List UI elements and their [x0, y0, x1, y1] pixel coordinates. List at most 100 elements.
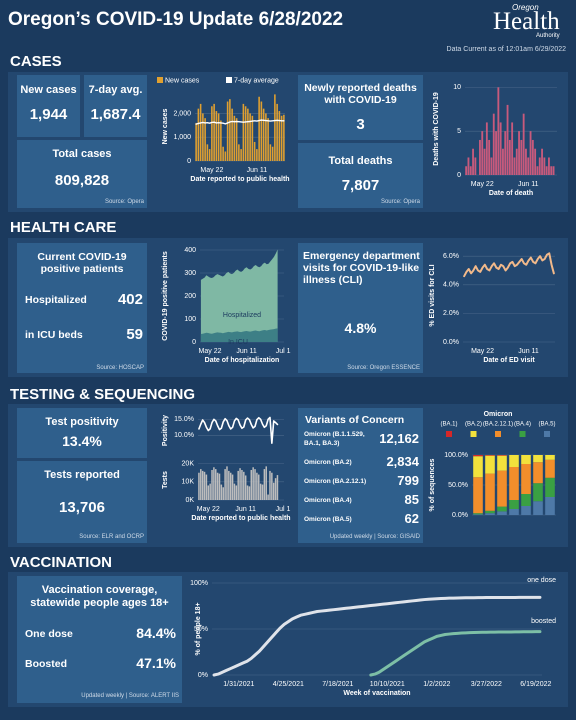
bar [497, 455, 507, 456]
y-tick-label: 0.0% [452, 512, 468, 519]
bar [241, 470, 243, 500]
logo-text: Health [493, 8, 560, 35]
bar [206, 144, 209, 161]
bar [533, 462, 543, 484]
bar [260, 101, 263, 161]
bar [202, 113, 204, 161]
y-tick-label: 10 [453, 84, 461, 91]
x-tick-label: May 22 [471, 181, 494, 188]
line [195, 119, 285, 125]
source: Source: ELR and OCRP [79, 534, 144, 540]
bar [243, 471, 245, 500]
stat-label: Emergency department visits for COVID-19… [303, 250, 420, 287]
source: Source: HOSCAP [96, 365, 144, 371]
series-label: boosted [531, 618, 556, 625]
y-tick-label: 0 [457, 172, 461, 179]
bar [220, 484, 223, 500]
bar [208, 149, 211, 161]
bar [204, 118, 206, 161]
bar [231, 108, 233, 161]
bar [203, 471, 206, 500]
bar [541, 148, 543, 175]
bar [497, 455, 507, 471]
bar [469, 166, 472, 175]
y-axis-label: Deaths with COVID-19 [433, 92, 440, 166]
line [212, 595, 542, 677]
bar [473, 455, 483, 457]
page-title: Oregon’s COVID-19 Update 6/28/2022 [8, 9, 344, 30]
legend-swatch [157, 77, 163, 83]
bar [250, 470, 253, 500]
logo-text: Authority [536, 33, 560, 39]
bar [485, 473, 495, 511]
bar [267, 118, 269, 161]
stat-value: 4.8% [344, 320, 377, 336]
stat-label: Current COVID-19 positive patients [37, 251, 127, 276]
panel [298, 243, 423, 373]
stat-value: 402 [117, 291, 143, 308]
y-tick-label: 0 [192, 339, 196, 346]
bar [195, 122, 197, 161]
legend-label: (BA.1) [440, 422, 457, 428]
bar [497, 511, 507, 515]
bar [217, 113, 220, 161]
x-tick-label: Jun 11 [518, 348, 539, 355]
bar [238, 144, 240, 161]
legend-label: (BA.2.12.1) [483, 422, 513, 428]
stat-label: Total deaths [328, 155, 393, 167]
bar [521, 494, 531, 506]
bar [233, 115, 236, 161]
legend-swatch [544, 431, 550, 437]
panel [17, 576, 182, 703]
stat-label: 7-day avg. [88, 84, 143, 96]
bar [265, 113, 267, 161]
y-tick-label: 50.0% [448, 482, 468, 489]
stat-value: 1,687.4 [90, 106, 141, 123]
legend-label: (BA.5) [538, 422, 555, 428]
bar [244, 475, 247, 500]
bar [515, 148, 518, 175]
bar [283, 114, 285, 161]
y-tick-label: 15.0% [174, 416, 194, 423]
bar [529, 131, 532, 175]
bar [506, 104, 509, 175]
stat-label: Hospitalized [25, 294, 87, 306]
line [369, 630, 542, 677]
y-tick-label: 2.0% [443, 310, 459, 317]
bar [274, 94, 276, 161]
y-axis-label: Tests [162, 471, 169, 489]
area [200, 249, 278, 342]
source: Updated weekly | Source: GISAID [329, 534, 420, 540]
x-tick-label: May 22 [197, 506, 220, 513]
bar [483, 148, 486, 175]
bar [261, 484, 264, 500]
y-tick-label: 0% [198, 672, 208, 679]
bar [276, 103, 278, 161]
variant-label: Omicron (B.1.1.529, [304, 431, 365, 438]
bar [226, 101, 229, 161]
bar [213, 467, 215, 500]
bar [538, 157, 541, 175]
panel-title: Vaccination coverage, statewide people a… [30, 584, 169, 609]
y-axis-label: % of sequences [429, 458, 436, 511]
bar [479, 139, 481, 175]
x-tick-label: 1/31/2021 [223, 681, 254, 688]
y-tick-label: 100% [190, 580, 208, 587]
bar [213, 103, 215, 161]
bar [511, 122, 514, 175]
bar [545, 166, 548, 175]
bar [545, 455, 555, 460]
x-tick-label: Jun 11 [247, 167, 268, 174]
x-axis-label: Date reported to public health [190, 176, 290, 183]
variant-value: 62 [404, 511, 419, 526]
panel [298, 408, 423, 543]
y-axis-label: New cases [162, 108, 169, 144]
y-tick-label: 400 [184, 247, 196, 254]
section-heading: TESTING & SEQUENCING [10, 386, 196, 403]
bar [472, 148, 474, 175]
y-tick-label: 100.0% [444, 452, 468, 459]
y-tick-label: 20K [182, 460, 195, 467]
bar [502, 148, 504, 175]
panel [17, 140, 147, 208]
bar [485, 455, 495, 474]
